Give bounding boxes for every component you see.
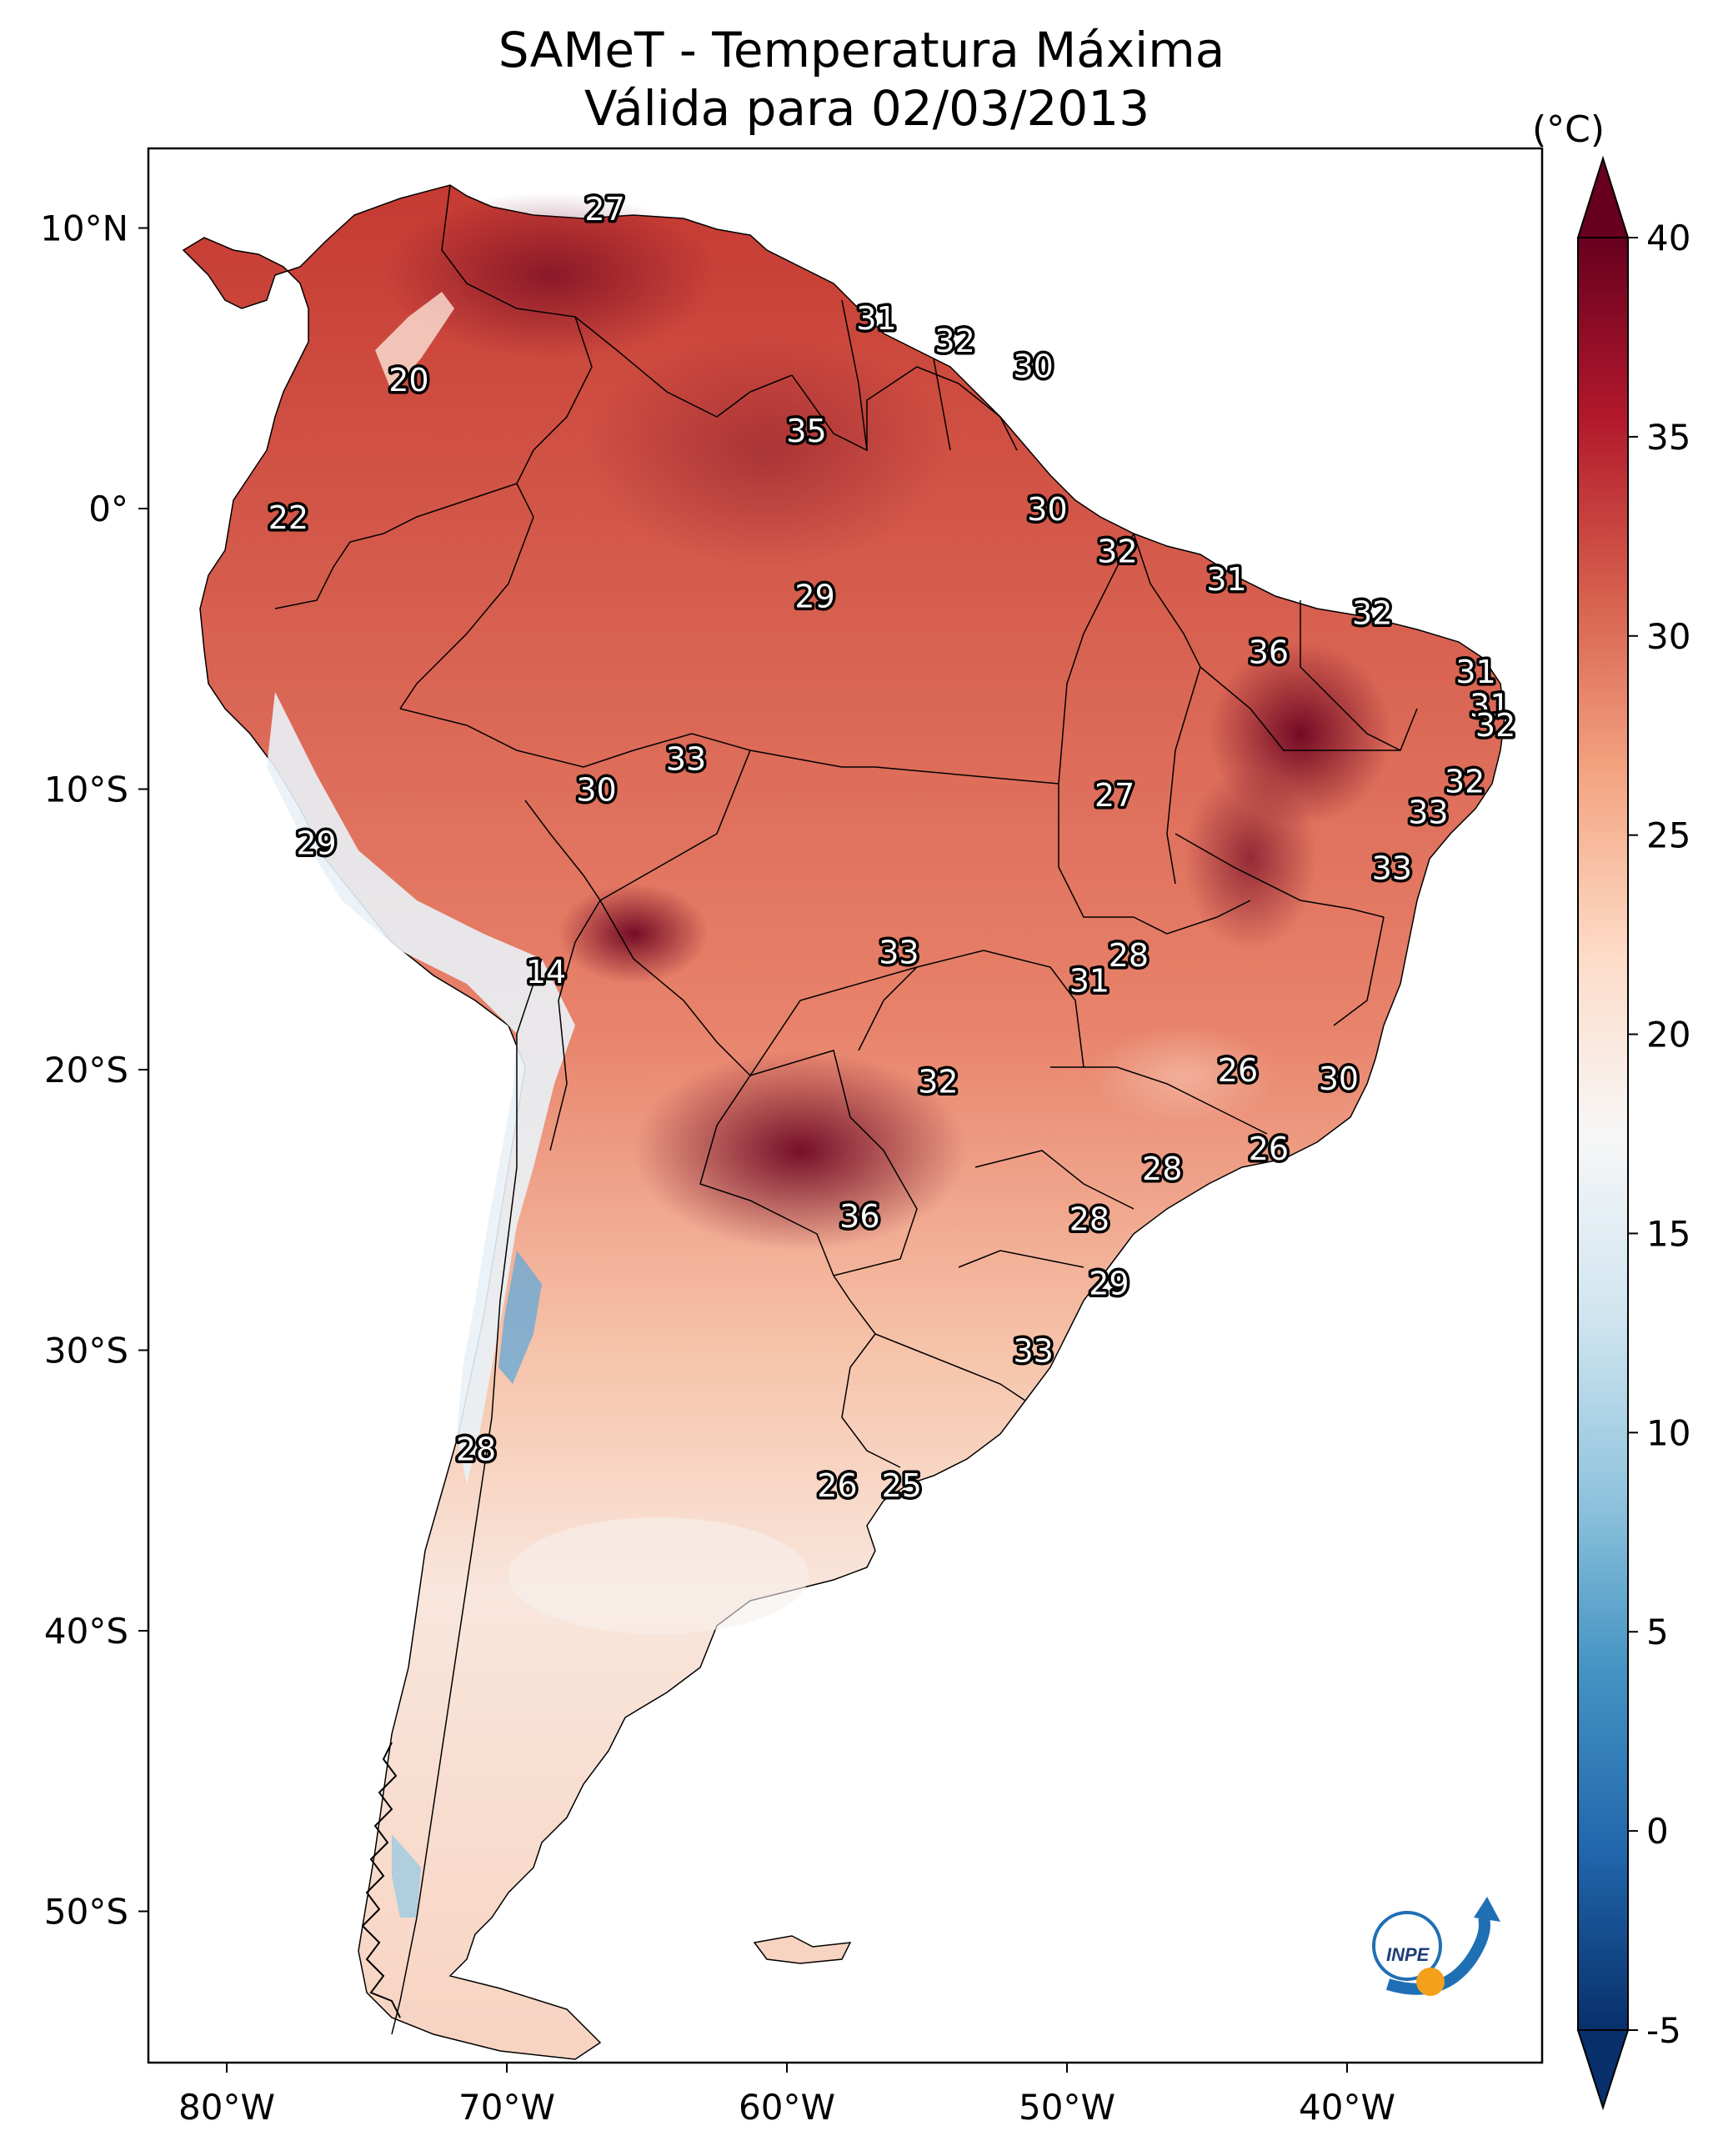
map-area [148, 148, 1542, 2063]
colorbar-tick-label: 5 [1646, 1612, 1669, 1652]
temperature-label: 26 [1218, 1052, 1258, 1089]
falkland-islands [753, 1935, 852, 1964]
cool-region-patagonia [508, 1517, 809, 1634]
lon-label: 60°W [739, 2087, 835, 2128]
hot-region-bolivia [558, 884, 709, 984]
longitude-axis: 80°W 70°W 60°W 50°W 40°W [178, 2063, 1395, 2128]
temperature-label: 33 [1372, 850, 1412, 887]
temperature-label: 14 [526, 954, 566, 990]
temperature-label: 31 [856, 300, 896, 337]
temperature-label: 30 [576, 772, 616, 809]
lat-label: 40°S [44, 1611, 128, 1652]
temperature-label: 32 [934, 323, 974, 359]
temperature-label: 32 [918, 1063, 958, 1100]
cool-region-southeast [1092, 1025, 1275, 1126]
temperature-label: 33 [1408, 794, 1448, 830]
colorbar-tick-label: 40 [1646, 218, 1690, 258]
map-title: SAMeT - Temperatura Máxima [498, 22, 1225, 78]
temperature-label: 30 [1027, 491, 1067, 528]
lat-label: 10°N [40, 208, 128, 249]
colorbar-tick-label: -5 [1646, 2010, 1681, 2051]
colorbar-tick-label: 35 [1646, 417, 1690, 458]
lon-label: 50°W [1019, 2087, 1115, 2128]
temperature-label: 31 [1069, 962, 1109, 999]
lat-label: 20°S [44, 1050, 128, 1091]
temperature-label: 32 [1475, 707, 1515, 744]
temperature-label: 33 [1014, 1333, 1054, 1370]
temperature-label: 32 [1097, 533, 1137, 569]
lon-label: 70°W [458, 2087, 555, 2128]
temperature-label: 30 [1014, 348, 1054, 384]
temperature-label: 31 [1206, 561, 1246, 598]
hot-region-chaco [634, 1050, 967, 1251]
temperature-label: 28 [456, 1431, 496, 1467]
temperature-label: 32 [1445, 763, 1485, 800]
hot-region-venezuela [383, 192, 717, 358]
colorbar-tick-label: 25 [1646, 815, 1690, 856]
colorbar: 40 35 30 25 20 15 10 5 0 -5 [1576, 155, 1690, 2111]
colorbar-tick-label: 10 [1646, 1412, 1690, 1453]
temperature-label: 36 [1249, 634, 1289, 671]
country-borders [274, 184, 1418, 2035]
chile-fjords [361, 1742, 401, 2018]
inpe-logo-text: INPE [1386, 1944, 1430, 1965]
hot-region-amazon [584, 333, 950, 567]
temperature-label: 30 [1319, 1060, 1359, 1097]
colorbar-unit: (°C) [1532, 108, 1605, 151]
temperature-label: 33 [879, 935, 919, 971]
temperature-label: 31 [1470, 688, 1510, 725]
temperature-label: 27 [584, 191, 624, 228]
colorbar-tick-label: 15 [1646, 1213, 1690, 1254]
plot-frame [147, 147, 1544, 2064]
lat-label: 30°S [44, 1331, 128, 1371]
temperature-label: 26 [1249, 1131, 1289, 1167]
temperature-label: 28 [1069, 1201, 1109, 1237]
colorbar-tick-label: 30 [1646, 616, 1690, 657]
inpe-logo: INPE [1372, 1897, 1500, 1996]
temperature-label: 29 [1089, 1266, 1129, 1302]
lon-label: 40°W [1299, 2087, 1395, 2128]
andes-cold-core [498, 1251, 542, 1384]
colorbar-tick-label: 20 [1646, 1015, 1690, 1055]
lat-label: 0° [88, 489, 128, 529]
temperature-label: 35 [786, 413, 826, 449]
lat-label: 10°S [44, 770, 128, 810]
temperature-label: 28 [1142, 1151, 1182, 1187]
temperature-label: 33 [666, 740, 706, 777]
temperature-label: 32 [1352, 595, 1392, 632]
temperature-label: 22 [268, 499, 308, 536]
hot-region-bahia [1184, 767, 1317, 950]
map-subtitle: Válida para 02/03/2013 [584, 80, 1150, 137]
temperature-label: 27 [1094, 777, 1134, 814]
temperature-label: 31 [1455, 654, 1495, 690]
colorbar-tick-label: 0 [1646, 1811, 1669, 1852]
temperature-label: 20 [388, 362, 428, 399]
temperature-label: 29 [794, 578, 834, 614]
andes-cool-colombia [375, 292, 454, 392]
temperature-label: 29 [296, 825, 336, 861]
temperature-label: 36 [839, 1198, 879, 1235]
temperature-label: 26 [817, 1467, 857, 1504]
andes-cold-strip [267, 692, 575, 1484]
temperature-label: 25 [882, 1467, 922, 1504]
lon-label: 80°W [178, 2087, 275, 2128]
latitude-axis: 10°N 0° 10°S 20°S 30°S 40°S 50°S [40, 208, 148, 1933]
temperature-label: 28 [1109, 937, 1149, 974]
lat-label: 50°S [44, 1892, 128, 1933]
andes-cool-south [392, 1834, 421, 1918]
